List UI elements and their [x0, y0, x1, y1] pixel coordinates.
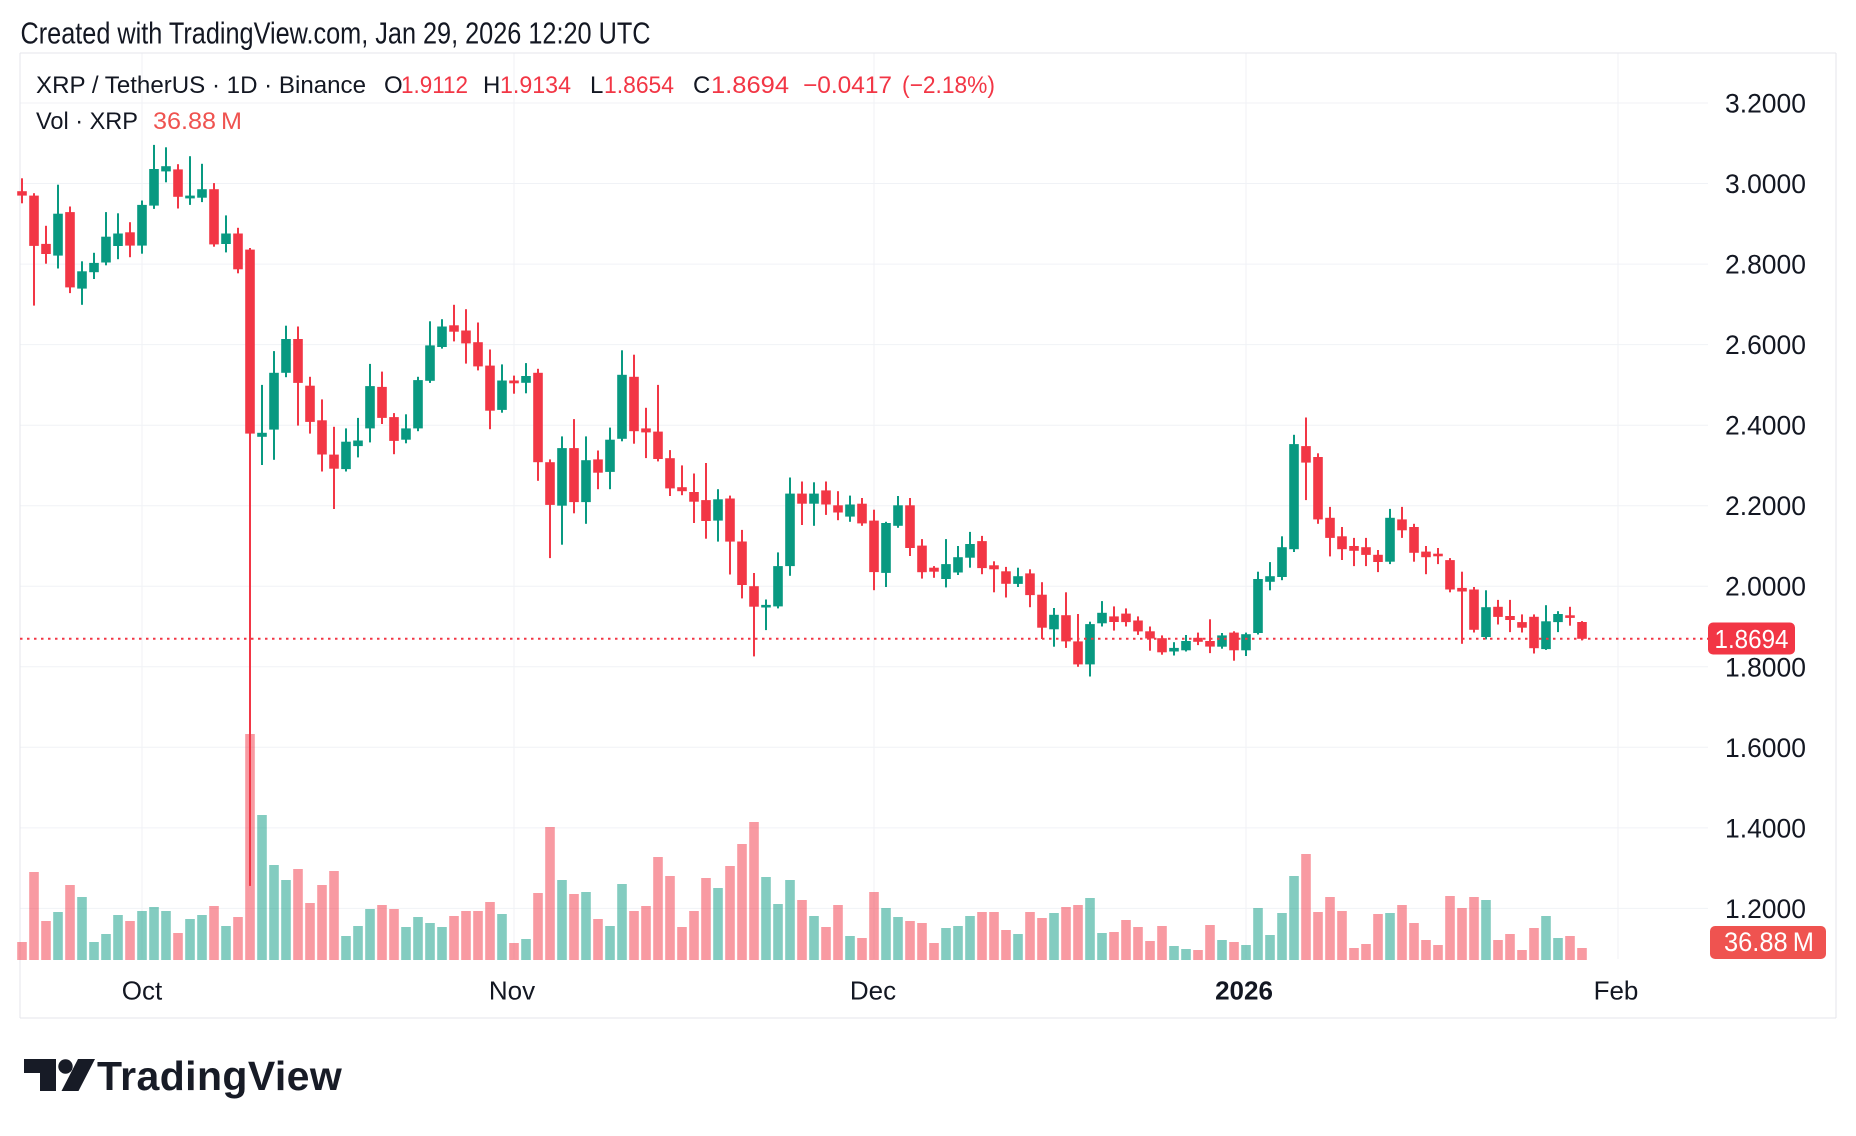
svg-text:1.8000: 1.8000: [1725, 652, 1806, 682]
svg-text:2.2000: 2.2000: [1725, 491, 1806, 521]
svg-text:Vol · XRP: Vol · XRP: [36, 108, 138, 135]
svg-text:2.0000: 2.0000: [1725, 572, 1806, 602]
svg-text:(−2.18%): (−2.18%): [902, 72, 995, 99]
svg-text:1.8694: 1.8694: [1715, 624, 1789, 654]
svg-text:1.4000: 1.4000: [1725, 813, 1806, 843]
svg-text:TradingView: TradingView: [97, 1053, 342, 1099]
svg-text:2.4000: 2.4000: [1725, 411, 1806, 441]
svg-text:−0.0417: −0.0417: [803, 72, 892, 99]
svg-text:2.8000: 2.8000: [1725, 250, 1806, 280]
svg-text:Feb: Feb: [1594, 976, 1639, 1006]
svg-text:1.9134: 1.9134: [500, 72, 571, 99]
svg-text:1.8694: 1.8694: [711, 72, 789, 99]
svg-text:H: H: [483, 72, 500, 99]
svg-text:3.2000: 3.2000: [1725, 89, 1806, 119]
svg-text:1.9112: 1.9112: [401, 72, 468, 99]
svg-text:1.2000: 1.2000: [1725, 894, 1806, 924]
svg-text:36.88 M: 36.88 M: [1724, 927, 1814, 957]
svg-text:L: L: [590, 72, 603, 99]
svg-text:XRP / TetherUS · 1D · Binance: XRP / TetherUS · 1D · Binance: [36, 72, 366, 99]
svg-text:3.0000: 3.0000: [1725, 169, 1806, 199]
svg-text:1.8654: 1.8654: [604, 72, 674, 99]
svg-text:2026: 2026: [1215, 976, 1273, 1006]
svg-text:2.6000: 2.6000: [1725, 330, 1806, 360]
svg-text:Created with TradingView.com,: Created with TradingView.com, Jan 29, 20…: [21, 16, 651, 51]
svg-text:Nov: Nov: [489, 976, 535, 1006]
svg-text:O: O: [384, 72, 403, 99]
svg-text:C: C: [693, 72, 710, 99]
svg-text:Dec: Dec: [850, 976, 896, 1006]
svg-text:Oct: Oct: [122, 976, 163, 1006]
svg-text:1.6000: 1.6000: [1725, 733, 1806, 763]
svg-text:36.88 M: 36.88 M: [153, 108, 242, 135]
